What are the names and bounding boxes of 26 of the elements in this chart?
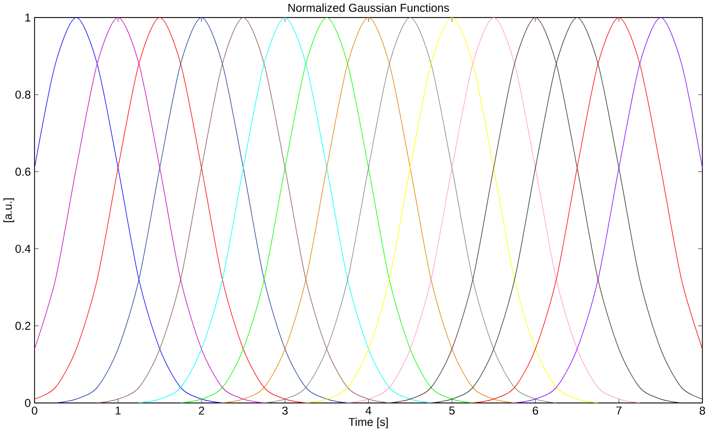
x-tick-label: 4 (366, 406, 372, 415)
x-tick-label: 1 (116, 406, 121, 415)
line-series (138, 18, 432, 404)
x-tick-label: 6 (532, 406, 538, 415)
line-series (55, 18, 348, 404)
x-tick-label: 7 (616, 406, 622, 415)
line-series (389, 18, 682, 404)
x-tick-label: 2 (198, 406, 204, 415)
line-series (222, 18, 515, 404)
x-tick-label: 8 (700, 406, 706, 415)
line-series (306, 18, 598, 404)
y-tick-label: 0.4 (15, 244, 31, 253)
chart-title: Normalized Gaussian Functions (288, 4, 449, 12)
x-tick-label: 0 (32, 406, 38, 415)
y-tick-label: 0.8 (15, 90, 30, 99)
y-tick-label: 0 (24, 399, 30, 408)
x-tick-label: 3 (282, 406, 288, 415)
y-axis-title: [a.u.] (3, 198, 14, 222)
x-tick-label: 5 (449, 406, 455, 415)
line-series (34, 18, 264, 404)
line-series (430, 18, 702, 404)
x-axis-title: Time [s] (348, 418, 388, 428)
y-tick-label: 0.6 (15, 168, 30, 176)
y-tick-label: 1 (25, 14, 30, 22)
line-series (514, 18, 702, 404)
y-tick-label: 0.2 (15, 322, 30, 330)
